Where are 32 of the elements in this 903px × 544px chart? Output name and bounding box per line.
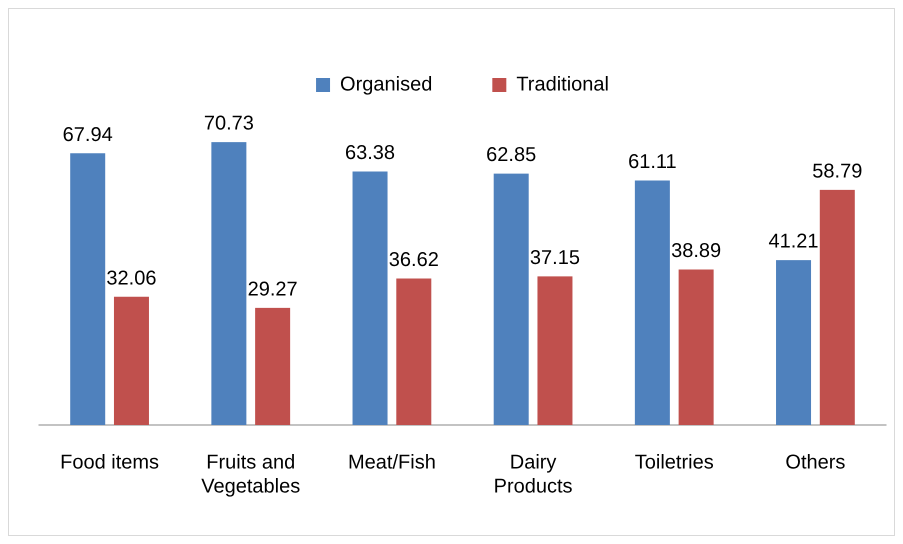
data-label: 63.38	[345, 142, 396, 164]
x-tick-label: Fruits and Vegetables	[201, 452, 300, 498]
bar	[678, 269, 714, 425]
data-label: 38.89	[671, 240, 722, 262]
data-label: 32.06	[106, 267, 156, 290]
x-tick-label: Dairy Products	[494, 452, 573, 498]
legend-label: Organised	[340, 74, 432, 96]
bar	[820, 190, 855, 425]
data-label: 36.62	[388, 249, 439, 272]
x-tick-label: Meat/Fish	[348, 452, 436, 474]
data-label: 62.85	[486, 144, 536, 166]
x-tick-label: Toiletries	[634, 452, 714, 474]
bar	[114, 296, 149, 425]
bar	[494, 174, 529, 425]
x-tick-label: Food items	[60, 452, 160, 474]
data-label: 70.73	[204, 112, 254, 135]
data-label: 61.11	[628, 151, 677, 174]
bar	[537, 276, 572, 425]
bar	[352, 171, 388, 425]
x-tick-label: Others	[785, 452, 846, 474]
legend-label: Traditional	[516, 74, 609, 96]
data-label: 67.94	[62, 124, 113, 146]
data-label: 41.21	[768, 230, 819, 253]
bar	[396, 278, 432, 425]
bar	[255, 308, 290, 425]
bar	[776, 260, 812, 425]
data-label: 37.15	[530, 246, 580, 269]
bar	[211, 142, 246, 425]
bar	[634, 180, 670, 425]
data-label: 58.79	[812, 160, 862, 182]
bar	[70, 153, 106, 425]
data-label: 29.27	[248, 278, 298, 300]
